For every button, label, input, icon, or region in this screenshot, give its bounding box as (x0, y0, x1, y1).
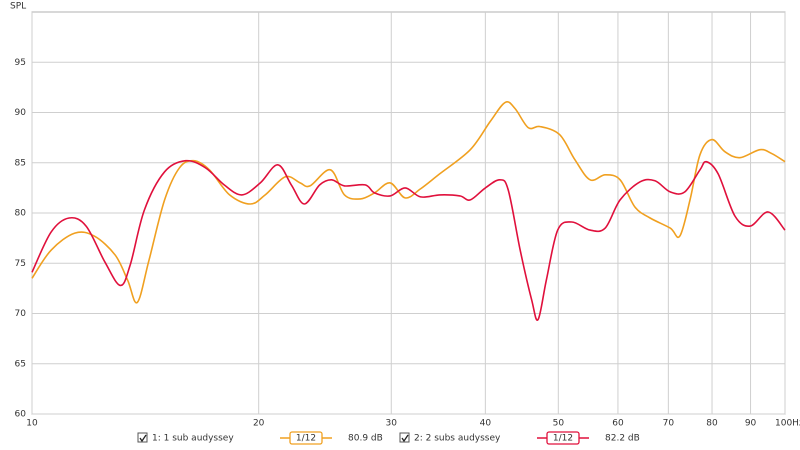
x-tick-label: 90 (745, 419, 757, 429)
x-tick-label: 100Hz (775, 419, 800, 429)
series-line (31, 159, 786, 321)
x-tick-label: 50 (553, 419, 565, 429)
legend-level: 82.2 dB (605, 434, 640, 444)
x-tick-label: 70 (663, 419, 675, 429)
x-tick-label: 40 (480, 419, 492, 429)
y-tick-label: 90 (15, 108, 27, 118)
legend-smoothing: 1/12 (296, 434, 316, 444)
y-tick-label: 70 (15, 309, 27, 319)
x-tick-label: 20 (253, 419, 265, 429)
series-line (31, 101, 786, 304)
legend-checkbox[interactable] (137, 432, 148, 443)
y-tick-label: 80 (15, 209, 27, 219)
legend-smoothing: 1/12 (553, 434, 573, 444)
legend-label: 2: 2 subs audyssey (414, 434, 501, 444)
x-tick-label: 10 (26, 419, 38, 429)
y-tick-label: 75 (15, 259, 26, 269)
legend-smoothing-box[interactable] (289, 431, 323, 445)
legend-label: 1: 1 sub audyssey (152, 434, 234, 444)
y-tick-label: 85 (15, 158, 26, 168)
y-axis-label: SPL (10, 2, 26, 12)
x-tick-label: 80 (706, 419, 718, 429)
y-tick-label: 65 (15, 359, 26, 369)
legend-level: 80.9 dB (348, 434, 383, 444)
legend-checkbox[interactable] (399, 432, 410, 443)
x-tick-label: 30 (386, 419, 398, 429)
legend-checkmark (401, 434, 409, 443)
y-tick-label: 95 (15, 58, 26, 68)
legend-checkmark (139, 434, 147, 443)
y-tick-label: 60 (15, 410, 27, 420)
x-tick-label: 60 (612, 419, 624, 429)
legend-smoothing-box[interactable] (546, 431, 580, 445)
